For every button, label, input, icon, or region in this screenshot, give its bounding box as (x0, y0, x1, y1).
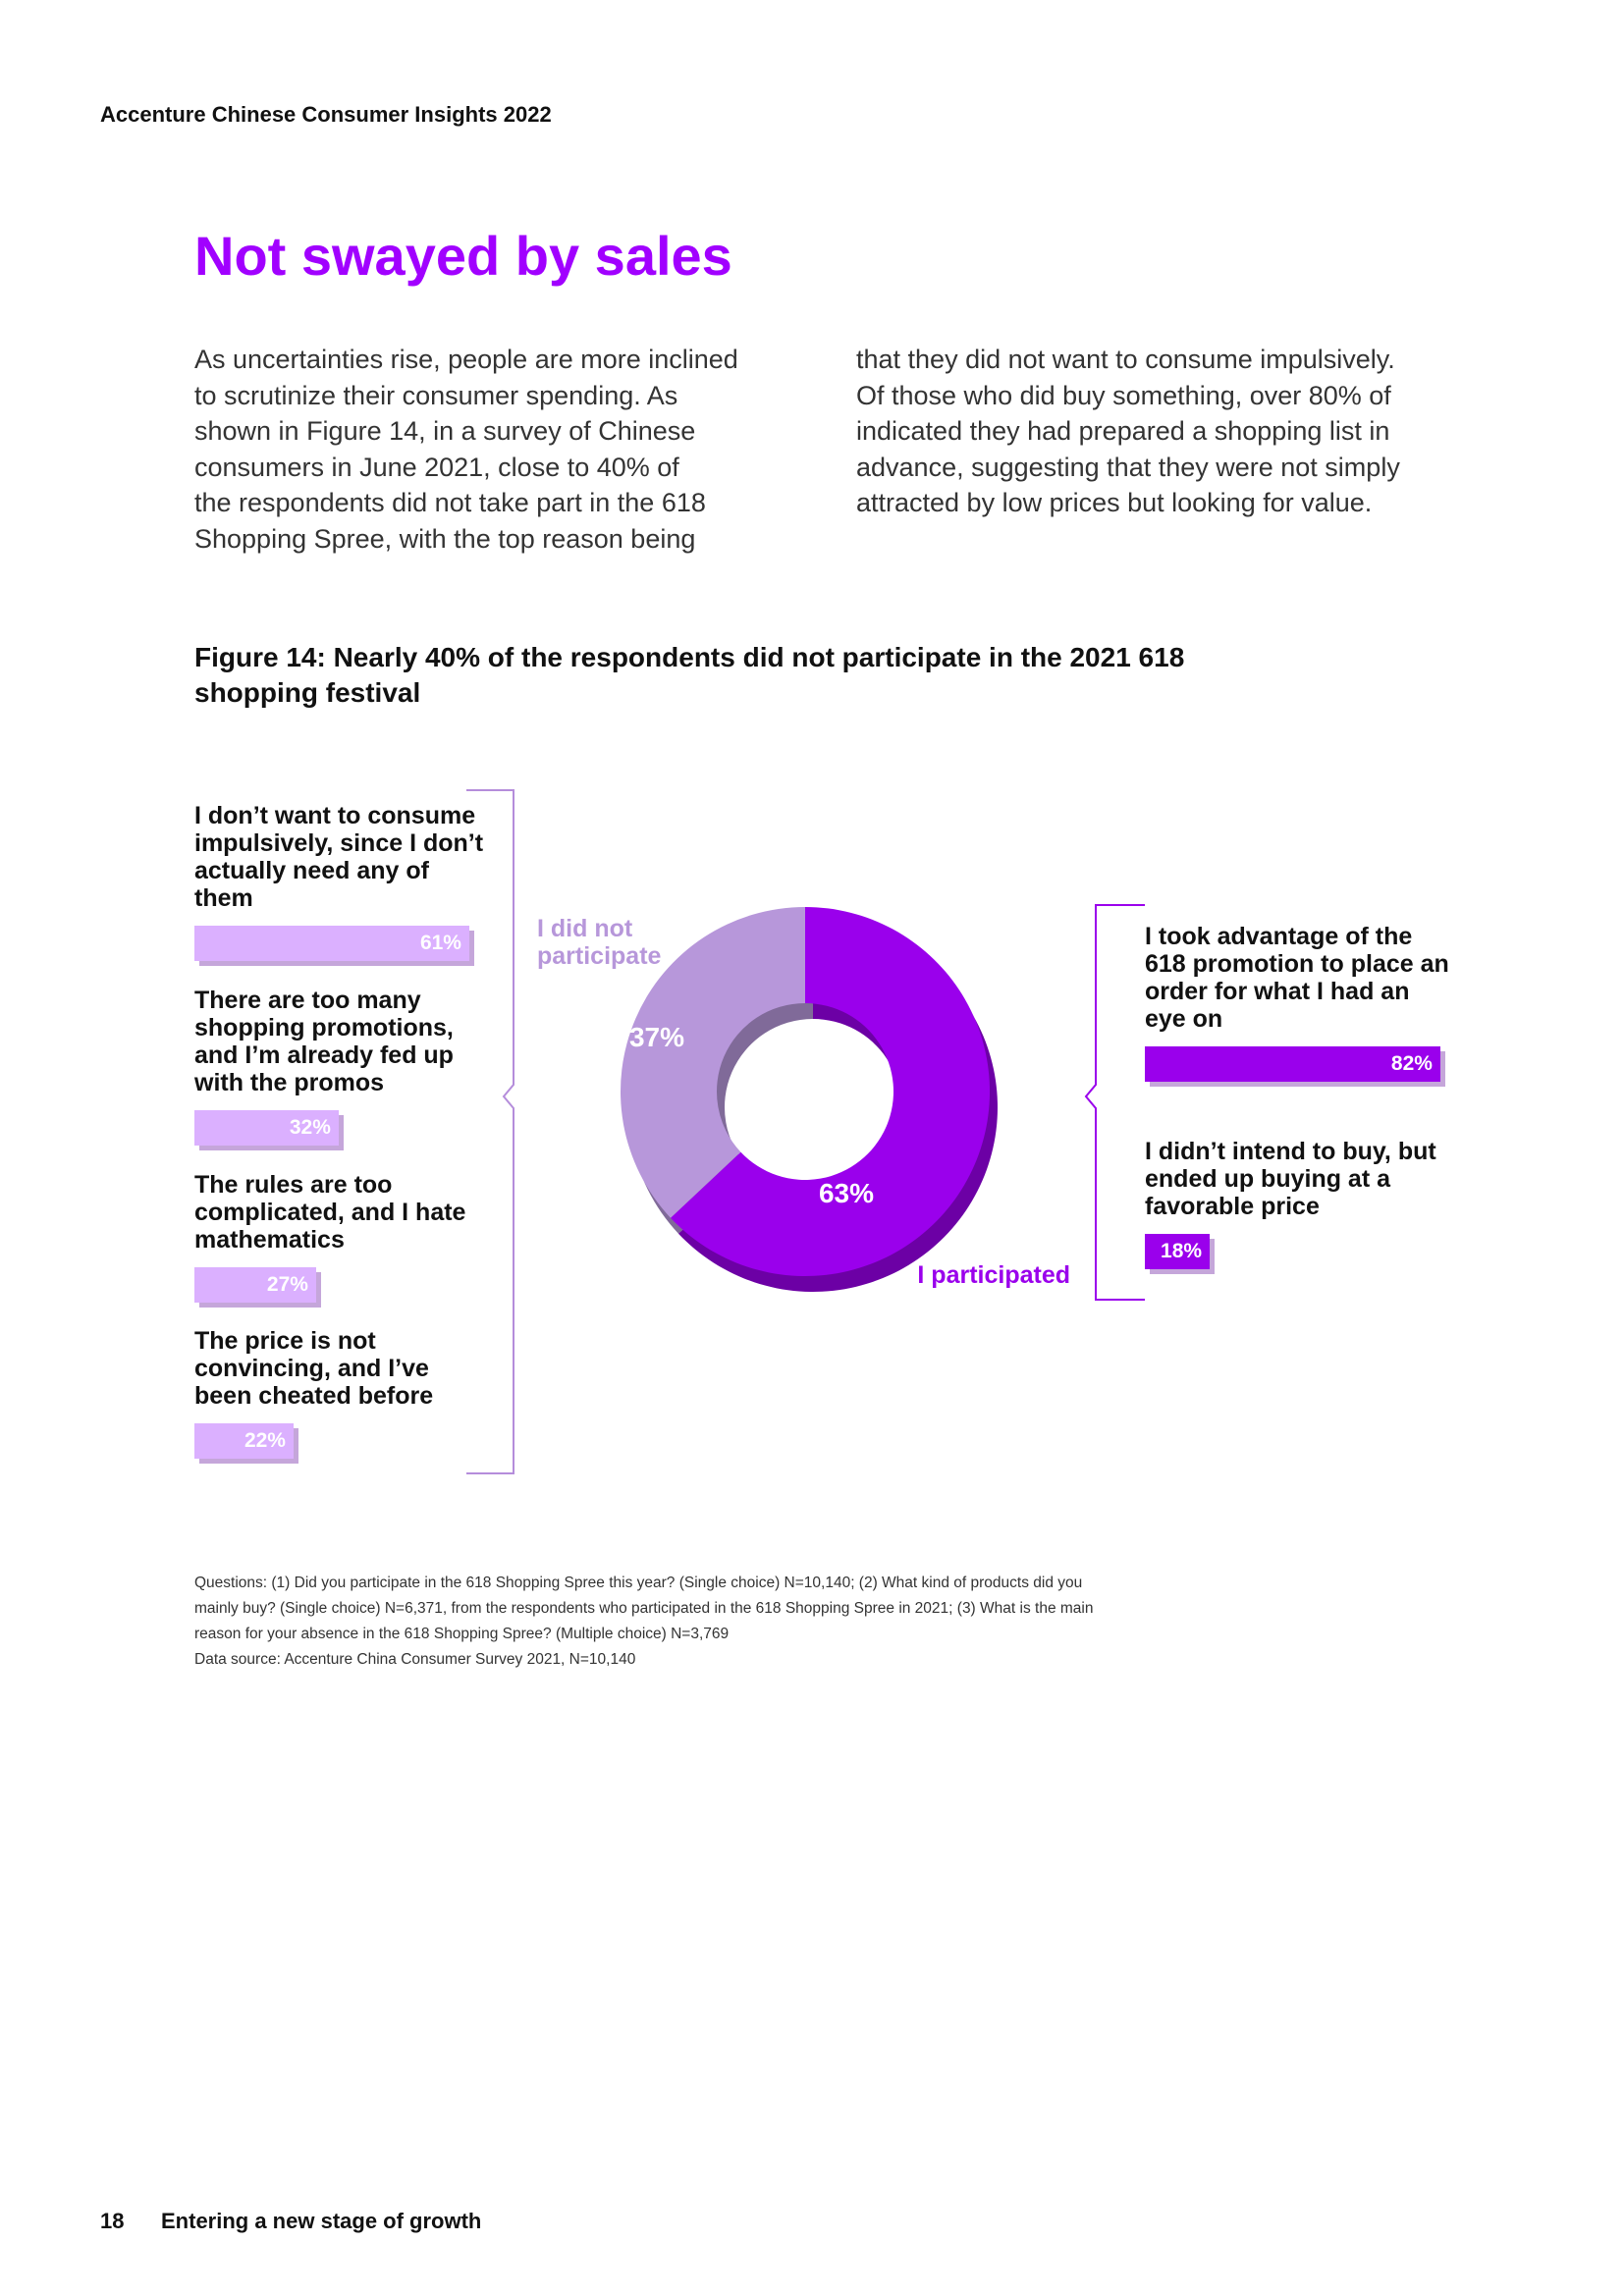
category-label-box: I did not participate (537, 915, 662, 970)
bracket-left (466, 789, 514, 1474)
bracket-right (1084, 904, 1145, 1301)
text-line: that they did not want to consume impuls… (856, 345, 1395, 374)
value-label: 37% (629, 1022, 684, 1052)
category-label: I took advantage of the 618 promotion to… (1145, 923, 1449, 1033)
category-label: The price is not convincing, and I’ve be… (194, 1327, 434, 1410)
text-line: As uncertainties rise, people are more i… (194, 345, 738, 374)
bar: 61% (194, 926, 469, 961)
footer-section: Entering a new stage of growth (161, 2209, 482, 2233)
text-line: reason for your absence in the 618 Shopp… (194, 1626, 730, 1642)
bar: 18% (1145, 1234, 1211, 1269)
text-line: to scrutinize their consumer spending. A… (194, 380, 678, 410)
text-line: Of those who did buy something, over 80%… (856, 380, 1391, 410)
donut-slice (621, 906, 805, 1218)
value-label: 18% (1161, 1240, 1203, 1262)
text-line: the respondents did not take part in the… (194, 488, 706, 517)
value-label: 22% (244, 1429, 286, 1452)
text-line: advance, suggesting that they were not s… (856, 452, 1400, 482)
body-left: As uncertainties rise, people are more i… (194, 342, 738, 557)
header: Accenture Chinese Consumer Insights 2022 (100, 102, 552, 127)
text-line: indicated they had prepared a shopping l… (856, 416, 1390, 446)
bar: 82% (1145, 1046, 1440, 1082)
value-label: 32% (289, 1116, 331, 1139)
text-line: shopping festival (194, 677, 421, 708)
bar: 27% (194, 1267, 316, 1303)
text-line: mainly buy? (Single choice) N=6,371, fro… (194, 1600, 1094, 1617)
donut-slice (670, 907, 990, 1276)
category-label: I don’t want to consume impulsively, sin… (194, 802, 484, 912)
value-label: 82% (1390, 1052, 1433, 1075)
text-line: Shopping Spree, with the top reason bein… (194, 523, 696, 554)
category-label: I did not participate (537, 915, 662, 970)
text-line: attracted by low prices but looking for … (856, 488, 1373, 517)
notes: Questions: (1) Did you participate in th… (194, 1571, 1093, 1673)
category-label: I participated (917, 1261, 1070, 1289)
body-right: that they did not want to consume impuls… (856, 342, 1400, 521)
text-line: shown in Figure 14, in a survey of Chine… (194, 416, 696, 446)
text-line: Data source: Accenture China Consumer Su… (194, 1651, 636, 1668)
text-line: consumers in June 2021, close to 40% of (194, 452, 679, 482)
figure-title: Figure 14: Nearly 40% of the respondents… (194, 640, 1184, 711)
text-line: Questions: (1) Did you participate in th… (194, 1575, 1083, 1591)
category-label: The rules are too complicated, and I hat… (194, 1171, 466, 1254)
text-line: Figure 14: Nearly 40% of the respondents… (194, 642, 1185, 672)
page-number: 18 (100, 2209, 125, 2233)
value-label: 63% (819, 1178, 874, 1208)
category-label: I didn’t intend to buy, but ended up buy… (1145, 1138, 1436, 1220)
bar: 32% (194, 1110, 339, 1146)
category-label: There are too many shopping promotions, … (194, 987, 454, 1096)
value-label: 61% (419, 932, 461, 954)
page-title: Not swayed by sales (194, 225, 732, 287)
bar: 22% (194, 1423, 294, 1459)
value-label: 27% (266, 1273, 308, 1296)
